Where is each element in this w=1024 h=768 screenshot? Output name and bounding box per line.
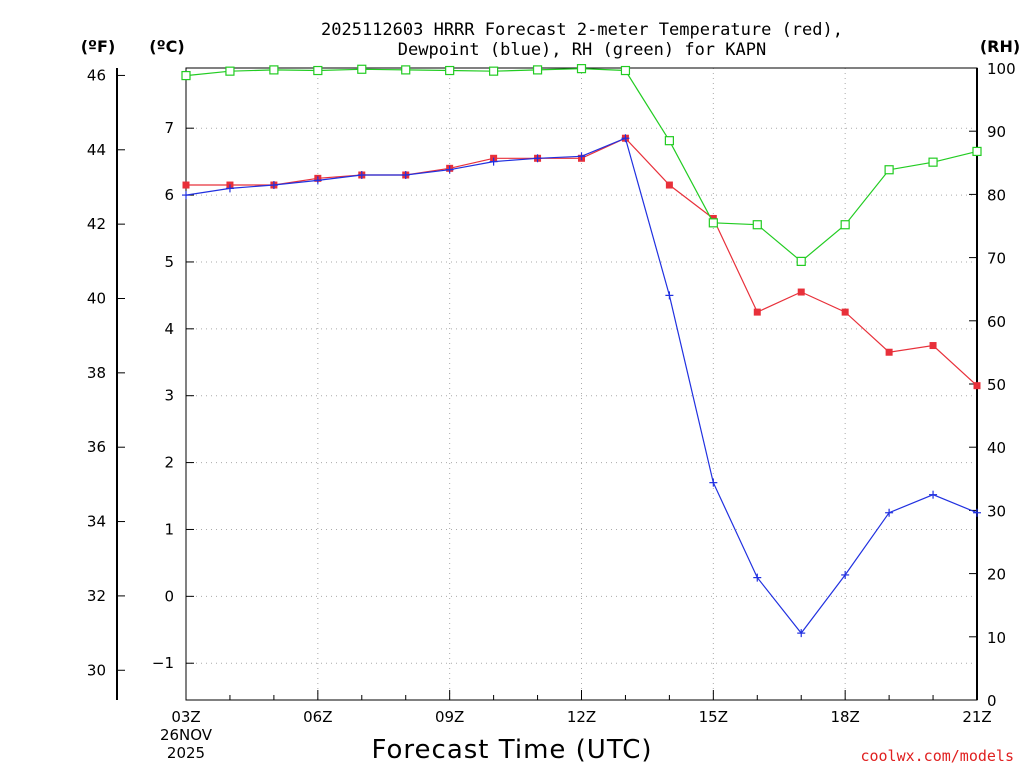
- fahrenheit-tick-label: 36: [87, 438, 106, 456]
- rh-tick-label: 100: [987, 60, 1016, 78]
- dewpoint-point: [182, 191, 190, 200]
- temperature-point: [841, 308, 849, 316]
- celsius-tick-label: −1: [152, 654, 174, 672]
- rh-tick-label: 70: [987, 250, 1006, 268]
- rh-point: [357, 64, 367, 74]
- x-tick-label: 18Z: [830, 708, 859, 726]
- fahrenheit-tick-label: 40: [87, 289, 106, 307]
- rh-tick-label: 80: [987, 186, 1006, 204]
- celsius-tick-label: 3: [164, 387, 174, 405]
- temperature-point: [797, 288, 805, 296]
- axes: 303234363840424446−101234567010203040506…: [87, 60, 1016, 726]
- dewpoint-point: [577, 152, 586, 161]
- temperature-point: [182, 181, 190, 189]
- celsius-tick-label: 7: [164, 119, 174, 137]
- temperature-point: [665, 181, 673, 189]
- x-tick-label: 21Z: [962, 708, 991, 726]
- series-layer: [181, 64, 982, 638]
- dewpoint-point: [885, 508, 894, 517]
- rh-tick-label: 30: [987, 502, 1006, 520]
- x-tick-label: 12Z: [567, 708, 596, 726]
- temperature-point: [753, 308, 761, 316]
- rh-point: [532, 65, 543, 75]
- rh-point: [576, 64, 587, 74]
- rh-point: [313, 65, 323, 76]
- dewpoint-point: [621, 134, 630, 143]
- rh-point: [708, 218, 718, 228]
- rh-point: [928, 157, 938, 167]
- dewpoint-point: [973, 508, 981, 517]
- fahrenheit-tick-label: 34: [87, 513, 106, 531]
- chart-title-line-1: 2025112603 HRRR Forecast 2-meter Tempera…: [321, 20, 843, 40]
- x-tick-label: 06Z: [303, 708, 332, 726]
- fahrenheit-tick-label: 42: [87, 215, 106, 233]
- dewpoint-point: [665, 291, 674, 300]
- rh-point: [269, 65, 279, 75]
- dewpoint-point: [401, 171, 410, 180]
- x-tick-label: 09Z: [435, 708, 464, 726]
- temperature-point: [885, 348, 893, 356]
- fahrenheit-tick-label: 44: [87, 141, 106, 159]
- dewpoint-point: [797, 629, 806, 638]
- date-year-label: 2025: [167, 744, 205, 762]
- x-tick-label: 15Z: [699, 708, 728, 726]
- temperature-point: [929, 342, 937, 350]
- rh-point: [752, 220, 762, 230]
- dewpoint-point: [357, 171, 366, 180]
- rh-tick-label: 90: [987, 123, 1006, 141]
- dewpoint-point: [489, 157, 498, 166]
- series-line-rh: [185, 67, 978, 263]
- rh-point: [445, 65, 455, 76]
- fahrenheit-axis-label: (ºF): [81, 37, 116, 56]
- rh-point: [664, 136, 674, 146]
- celsius-tick-label: 6: [164, 186, 174, 204]
- fahrenheit-tick-label: 32: [87, 587, 106, 605]
- rh-tick-label: 20: [987, 566, 1006, 584]
- fahrenheit-tick-label: 46: [87, 66, 106, 84]
- series-dewpoint: [182, 134, 981, 638]
- celsius-tick-label: 5: [164, 253, 174, 271]
- rh-point: [972, 146, 982, 157]
- dewpoint-point: [841, 570, 850, 579]
- celsius-tick-label: 4: [164, 320, 174, 338]
- celsius-tick-label: 2: [164, 454, 174, 472]
- celsius-tick-label: 1: [164, 520, 174, 538]
- rh-tick-label: 60: [987, 313, 1006, 331]
- dewpoint-point: [313, 176, 322, 185]
- dewpoint-point: [929, 490, 938, 499]
- dewpoint-point: [445, 165, 454, 174]
- series-rh: [181, 64, 982, 266]
- rh-tick-label: 0: [987, 692, 997, 710]
- rh-point: [401, 65, 411, 75]
- credit-text: coolwx.com/models: [860, 747, 1014, 765]
- celsius-axis-label: (ºC): [149, 37, 184, 56]
- date-day-label: 26NOV: [160, 726, 213, 744]
- chart-title-line-2: Dewpoint (blue), RH (green) for KAPN: [398, 40, 766, 60]
- temperature-point: [973, 382, 981, 390]
- rh-point: [225, 66, 235, 76]
- celsius-tick-label: 0: [164, 587, 174, 605]
- rh-point: [181, 70, 191, 81]
- rh-tick-label: 40: [987, 439, 1006, 457]
- dewpoint-point: [709, 478, 718, 487]
- dewpoint-point: [269, 181, 278, 190]
- rh-point: [489, 66, 499, 76]
- rh-point: [796, 256, 806, 266]
- grid: [186, 68, 977, 700]
- rh-point: [840, 220, 850, 230]
- rh-axis-label: (RH): [980, 37, 1020, 56]
- x-tick-label: 03Z: [171, 708, 200, 726]
- rh-tick-label: 50: [987, 376, 1006, 394]
- x-axis-title: Forecast Time (UTC): [371, 735, 652, 765]
- dewpoint-point: [753, 573, 762, 582]
- fahrenheit-tick-label: 38: [87, 364, 106, 382]
- dewpoint-point: [225, 184, 234, 193]
- dewpoint-point: [533, 154, 542, 163]
- fahrenheit-tick-label: 30: [87, 661, 106, 679]
- rh-point: [884, 165, 894, 175]
- rh-point: [620, 65, 631, 76]
- rh-tick-label: 10: [987, 629, 1006, 647]
